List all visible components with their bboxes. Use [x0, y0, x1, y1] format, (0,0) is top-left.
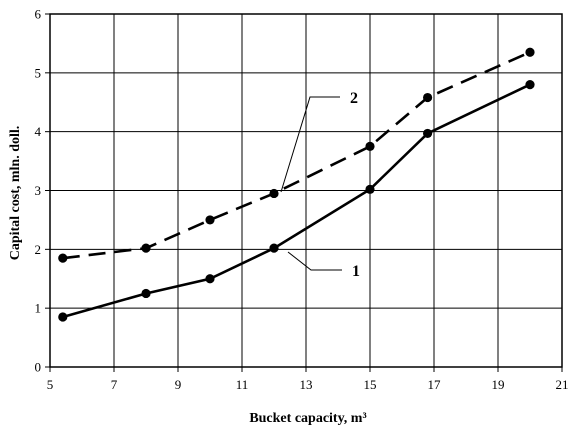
y-tick-label: 0: [35, 360, 42, 375]
series-2-point: [365, 141, 375, 151]
y-tick-label: 2: [35, 242, 42, 257]
series-2-point: [525, 47, 535, 57]
series-1-point: [365, 184, 375, 194]
x-tick-label: 17: [428, 377, 442, 392]
x-tick-label: 9: [175, 377, 182, 392]
y-axis-ticks: 0 1 2 3 4 5 6: [35, 7, 50, 375]
series-1-point: [58, 312, 68, 322]
series-2-line: [62, 51, 531, 260]
grid-lines: [50, 14, 562, 367]
y-tick-label: 6: [35, 7, 42, 22]
series-2-point: [205, 215, 215, 225]
series-callouts: 2 1: [280, 90, 360, 280]
x-tick-label: 13: [300, 377, 313, 392]
x-tick-label: 19: [492, 377, 505, 392]
x-tick-label: 21: [556, 377, 569, 392]
series-1-line: [62, 83, 531, 319]
series-1-point: [525, 80, 535, 90]
x-tick-label: 5: [47, 377, 54, 392]
series-1-point: [205, 274, 215, 284]
x-tick-label: 15: [364, 377, 377, 392]
x-axis-ticks: 5 7 9 11 13 15 17 19 21: [47, 367, 569, 392]
y-tick-label: 5: [35, 65, 42, 80]
series-2-point: [269, 188, 279, 199]
series-1-point: [269, 243, 279, 253]
series-1-point: [423, 128, 433, 139]
x-tick-label: 11: [236, 377, 249, 392]
y-axis-label: Capital cost, mln. doll.: [8, 126, 23, 261]
series-2-label: 2: [350, 90, 358, 107]
series-1-point: [141, 288, 151, 299]
y-tick-label: 1: [35, 301, 42, 316]
y-tick-label: 3: [35, 183, 42, 198]
y-tick-label: 4: [35, 124, 42, 139]
series-2-point: [141, 243, 151, 253]
x-tick-label: 7: [111, 377, 118, 392]
series-2-point: [58, 253, 68, 263]
callout-line-series-2: [280, 96, 340, 193]
series-2-point: [423, 92, 433, 103]
series-layer: [58, 47, 535, 322]
series-1-label: 1: [352, 263, 360, 280]
callout-line-series-1: [287, 251, 342, 271]
x-axis-label: Bucket capacity, m³: [249, 411, 366, 426]
